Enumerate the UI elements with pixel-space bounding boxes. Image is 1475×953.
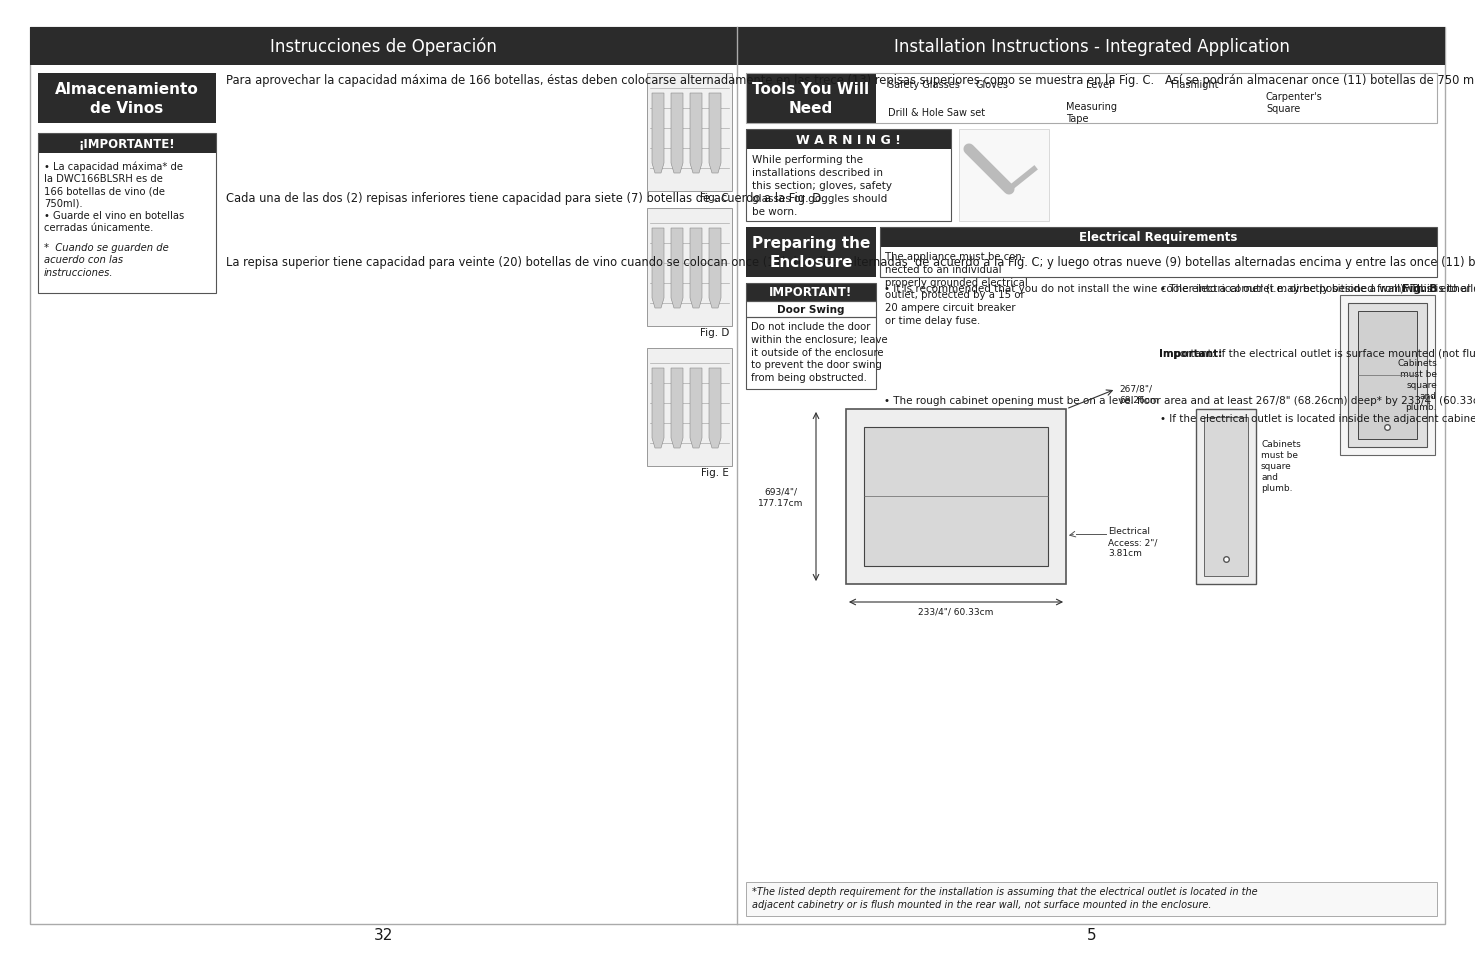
Text: Flashlight: Flashlight	[1171, 80, 1218, 90]
Bar	[881, 228, 1437, 248]
Text: *  Cuando se guarden de
acuerdo con las
instrucciones.: * Cuando se guarden de acuerdo con las i…	[44, 243, 168, 277]
Polygon shape	[671, 369, 683, 449]
Text: Cabinets
must be
square
and
plumb.: Cabinets must be square and plumb.	[1397, 358, 1437, 412]
Text: Tools You Will
Need: Tools You Will Need	[752, 82, 870, 116]
Bar	[38, 133, 215, 294]
Polygon shape	[652, 369, 664, 449]
Bar	[746, 228, 876, 277]
Bar	[648, 74, 732, 192]
Bar	[1204, 417, 1248, 577]
Text: Safety Glasses: Safety Glasses	[888, 80, 960, 90]
Bar	[1348, 304, 1426, 448]
Text: ¡IMPORTANTE!: ¡IMPORTANTE!	[78, 137, 176, 151]
Bar	[847, 410, 1066, 584]
Bar	[38, 133, 215, 153]
Bar	[38, 74, 215, 124]
Text: Fig. B: Fig. B	[1403, 284, 1438, 294]
Text: 267/8"/
68.26cm: 267/8"/ 68.26cm	[1120, 385, 1158, 405]
Text: Para aprovechar la capacidad máxima de 166 botellas, éstas deben colocarse alter: Para aprovechar la capacidad máxima de 1…	[226, 74, 1475, 87]
Text: 32: 32	[373, 927, 394, 942]
Text: • Guarde el vino en botellas
cerradas únicamente.: • Guarde el vino en botellas cerradas ún…	[44, 211, 184, 233]
Bar	[648, 349, 732, 467]
Text: 233/4"/ 60.33cm: 233/4"/ 60.33cm	[919, 607, 994, 617]
Bar	[864, 428, 1049, 566]
Text: Electrical Requirements: Electrical Requirements	[1080, 232, 1238, 244]
Text: Installation Instructions - Integrated Application: Installation Instructions - Integrated A…	[894, 38, 1289, 56]
Text: Fig. E: Fig. E	[701, 468, 729, 477]
Bar	[746, 284, 876, 302]
Text: Gloves: Gloves	[976, 80, 1009, 90]
Bar	[881, 228, 1437, 277]
Text: Measuring
Tape: Measuring Tape	[1066, 102, 1117, 124]
Text: Electrical
Access: 2"/
3.81cm: Electrical Access: 2"/ 3.81cm	[1108, 526, 1158, 558]
Polygon shape	[690, 94, 702, 173]
Text: Important:: Important:	[1159, 349, 1223, 358]
Bar	[1348, 304, 1426, 448]
Polygon shape	[671, 94, 683, 173]
Polygon shape	[690, 369, 702, 449]
Text: Drill & Hole Saw set: Drill & Hole Saw set	[888, 108, 985, 118]
Text: Cada una de las dos (2) repisas inferiores tiene capacidad para siete (7) botell: Cada una de las dos (2) repisas inferior…	[226, 192, 825, 205]
Bar	[746, 74, 1437, 124]
Text: Do not include the door
within the enclosure; leave
it outside of the enclosure
: Do not include the door within the enclo…	[751, 322, 888, 383]
Bar	[746, 882, 1437, 916]
Text: 693/4"/
177.17cm: 693/4"/ 177.17cm	[758, 487, 804, 507]
Text: La repisa superior tiene capacidad para veinte (20) botellas de vino cuando se c: La repisa superior tiene capacidad para …	[226, 255, 1475, 269]
Bar	[648, 209, 732, 327]
Text: *The listed depth requirement for the installation is assuming that the electric: *The listed depth requirement for the in…	[752, 886, 1258, 909]
Text: Almacenamiento
de Vinos: Almacenamiento de Vinos	[55, 82, 199, 116]
Text: W A R N I N G !: W A R N I N G !	[796, 133, 901, 147]
Polygon shape	[709, 94, 721, 173]
Bar	[738, 28, 1446, 66]
Text: 5: 5	[1087, 927, 1096, 942]
Text: Preparing the
Enclosure: Preparing the Enclosure	[752, 235, 870, 270]
Bar	[1196, 410, 1257, 584]
Text: Cabinets
must be
square
and
plumb.: Cabinets must be square and plumb.	[1261, 439, 1301, 493]
Bar	[746, 130, 951, 222]
Bar	[847, 410, 1066, 584]
Polygon shape	[652, 94, 664, 173]
Polygon shape	[709, 369, 721, 449]
Polygon shape	[652, 229, 664, 309]
Bar	[1196, 410, 1257, 584]
Bar	[1339, 295, 1435, 456]
Bar	[746, 74, 876, 124]
Text: Carpenter's
Square: Carpenter's Square	[1266, 91, 1323, 114]
Bar	[30, 28, 738, 66]
Polygon shape	[690, 229, 702, 309]
Text: Door Swing: Door Swing	[777, 305, 845, 314]
Text: Instrucciones de Operación: Instrucciones de Operación	[270, 38, 497, 56]
Text: Level: Level	[1086, 80, 1112, 90]
Text: The appliance must be con-
nected to an individual
properly grounded electrical
: The appliance must be con- nected to an …	[885, 252, 1028, 326]
Text: Fig. C: Fig. C	[701, 193, 729, 203]
Bar	[746, 130, 951, 150]
Text: Fig. D: Fig. D	[699, 328, 729, 337]
Text: • It is recommended that you do not install the wine cooler into a corner (i.e. : • It is recommended that you do not inst…	[884, 284, 1475, 294]
Bar	[959, 130, 1049, 222]
Text: • The electrical outlet may be positioned from within either side of the adjacen: • The electrical outlet may be positione…	[1159, 284, 1475, 294]
Bar	[746, 284, 876, 302]
Bar	[1358, 312, 1417, 439]
Text: • La capacidad máxima* de
la DWC166BLSRH es de
166 botellas de vino (de
750ml).: • La capacidad máxima* de la DWC166BLSRH…	[44, 161, 183, 209]
Polygon shape	[671, 229, 683, 309]
Bar	[746, 302, 876, 317]
Text: • If the electrical outlet is located inside the adjacent cabinetry, cut a 11/2": • If the electrical outlet is located in…	[1159, 414, 1475, 423]
Text: Important: If the electrical outlet is surface mounted (not flush) within the en: Important: If the electrical outlet is s…	[1159, 349, 1475, 358]
Polygon shape	[709, 229, 721, 309]
Text: IMPORTANT!: IMPORTANT!	[770, 286, 853, 299]
Text: • The rough cabinet opening must be on a level floor area and at least 267/8" (6: • The rough cabinet opening must be on a…	[884, 395, 1475, 406]
Text: While performing the
installations described in
this section; gloves, safety
gla: While performing the installations descr…	[752, 154, 892, 217]
Bar	[746, 317, 876, 390]
